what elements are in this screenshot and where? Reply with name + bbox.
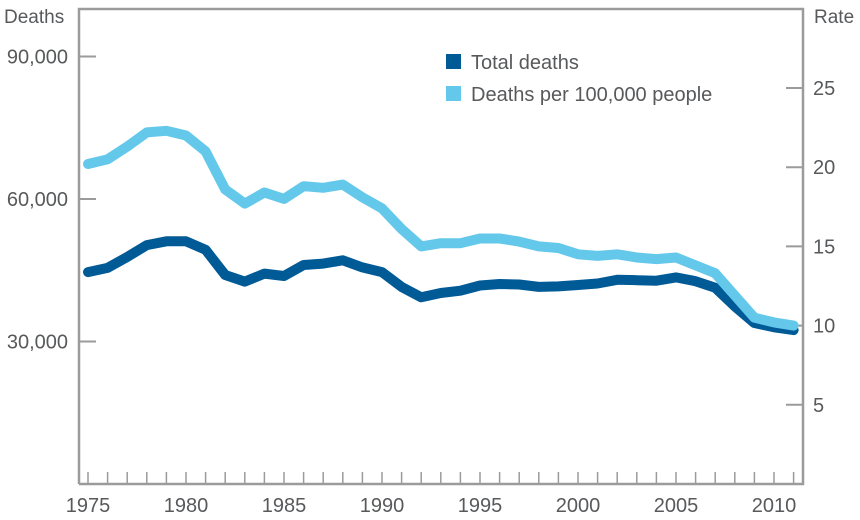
x-tick-label-2000: 2000: [556, 495, 601, 517]
y-left-tick-label-90000: 90,000: [7, 47, 68, 69]
y-axis-left: 30,000 60,000 90,000: [7, 47, 96, 354]
x-tick-label-1985: 1985: [262, 495, 307, 517]
legend-label-deaths-per-100k: Deaths per 100,000 people: [471, 84, 712, 106]
x-tick-label-1990: 1990: [360, 495, 405, 517]
y-right-tick-label-15: 15: [813, 236, 835, 258]
y-left-tick-label-30000: 30,000: [7, 332, 68, 354]
series-layer: [83, 125, 799, 336]
y-axis-right-title: Rate: [814, 7, 854, 28]
y-right-tick-label-20: 20: [813, 157, 835, 179]
legend-swatch-deaths-per-100k: [446, 86, 461, 101]
x-tick-label-2005: 2005: [654, 495, 699, 517]
plot-border: [77, 7, 805, 486]
y-right-tick-label-10: 10: [813, 316, 835, 338]
legend-label-total-deaths: Total deaths: [471, 52, 579, 74]
x-tick-label-1975: 1975: [66, 495, 111, 517]
y-axis-right: 5 10 15 20 25: [786, 78, 835, 417]
series-line-deaths-per-100-000-people: [83, 125, 799, 331]
x-tick-label-1980: 1980: [164, 495, 209, 517]
x-tick-label-2010: 2010: [752, 495, 797, 517]
y-axis-left-title: Deaths: [4, 7, 64, 28]
y-right-tick-label-5: 5: [813, 395, 824, 417]
plot-frame: [77, 7, 805, 486]
series-line-total-deaths: [83, 236, 799, 336]
x-tick-label-1995: 1995: [458, 495, 503, 517]
legend-swatch-total-deaths: [446, 54, 461, 69]
y-left-tick-label-60000: 60,000: [7, 189, 68, 211]
y-right-tick-label-25: 25: [813, 78, 835, 100]
x-axis: 1975 1980 1985 1990 1995 2000 2005 2010: [66, 472, 797, 517]
legend: Total deaths Deaths per 100,000 people: [446, 52, 712, 106]
